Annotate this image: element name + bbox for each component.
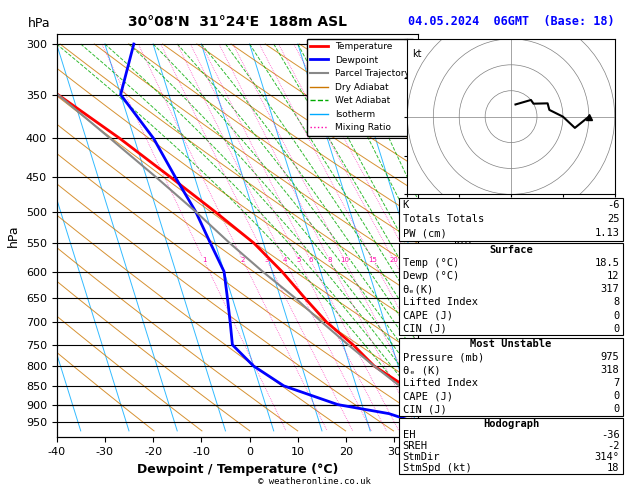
Text: 20: 20	[389, 258, 398, 263]
Text: 8: 8	[327, 258, 332, 263]
Text: Pressure (mb): Pressure (mb)	[403, 352, 484, 362]
Text: 0: 0	[613, 324, 620, 334]
Text: 25: 25	[406, 258, 415, 263]
Text: EH: EH	[403, 430, 415, 440]
Text: CIN (J): CIN (J)	[403, 324, 447, 334]
Text: hPa: hPa	[28, 17, 50, 30]
Y-axis label: km
ASL: km ASL	[452, 236, 473, 257]
Text: Temp (°C): Temp (°C)	[403, 258, 459, 268]
Text: 0: 0	[613, 311, 620, 321]
Text: 18: 18	[607, 463, 620, 473]
Text: -6: -6	[607, 200, 620, 210]
Text: 975: 975	[601, 352, 620, 362]
Text: © weatheronline.co.uk: © weatheronline.co.uk	[258, 477, 371, 486]
Text: Surface: Surface	[489, 244, 533, 255]
Text: 7: 7	[613, 378, 620, 388]
Text: Dewp (°C): Dewp (°C)	[403, 271, 459, 281]
Text: 0: 0	[613, 404, 620, 414]
Text: CAPE (J): CAPE (J)	[403, 311, 452, 321]
Y-axis label: hPa: hPa	[7, 225, 20, 247]
Text: 314°: 314°	[594, 452, 620, 462]
Legend: Temperature, Dewpoint, Parcel Trajectory, Dry Adiabat, Wet Adiabat, Isotherm, Mi: Temperature, Dewpoint, Parcel Trajectory…	[306, 38, 414, 136]
Text: SREH: SREH	[403, 441, 428, 451]
Text: θₑ(K): θₑ(K)	[403, 284, 434, 294]
X-axis label: Dewpoint / Temperature (°C): Dewpoint / Temperature (°C)	[137, 463, 338, 476]
Text: 25: 25	[607, 214, 620, 224]
Text: 317: 317	[601, 284, 620, 294]
Text: θₑ (K): θₑ (K)	[403, 365, 440, 375]
Text: 318: 318	[601, 365, 620, 375]
Text: 2: 2	[241, 258, 245, 263]
Text: 0: 0	[613, 391, 620, 401]
Title: 30°08'N  31°24'E  188m ASL: 30°08'N 31°24'E 188m ASL	[128, 15, 347, 29]
Text: 04.05.2024  06GMT  (Base: 18): 04.05.2024 06GMT (Base: 18)	[408, 16, 615, 28]
Text: 10: 10	[340, 258, 349, 263]
Text: 8: 8	[613, 297, 620, 307]
Text: -2: -2	[607, 441, 620, 451]
Text: StmSpd (kt): StmSpd (kt)	[403, 463, 471, 473]
Text: PW (cm): PW (cm)	[403, 228, 447, 239]
Text: Totals Totals: Totals Totals	[403, 214, 484, 224]
Text: Lifted Index: Lifted Index	[403, 297, 477, 307]
Text: StmDir: StmDir	[403, 452, 440, 462]
Text: 15: 15	[369, 258, 377, 263]
Text: Most Unstable: Most Unstable	[470, 339, 552, 349]
Text: 4: 4	[282, 258, 287, 263]
Text: CIN (J): CIN (J)	[403, 404, 447, 414]
Text: 12: 12	[607, 271, 620, 281]
Text: -36: -36	[601, 430, 620, 440]
Text: 1: 1	[202, 258, 206, 263]
Text: 18.5: 18.5	[594, 258, 620, 268]
Text: 6: 6	[308, 258, 313, 263]
Text: Hodograph: Hodograph	[483, 418, 539, 429]
Text: kt: kt	[413, 49, 422, 59]
Text: Lifted Index: Lifted Index	[403, 378, 477, 388]
Text: 3: 3	[265, 258, 269, 263]
Text: K: K	[403, 200, 409, 210]
Text: 1.13: 1.13	[594, 228, 620, 239]
Text: 5: 5	[297, 258, 301, 263]
Text: CAPE (J): CAPE (J)	[403, 391, 452, 401]
